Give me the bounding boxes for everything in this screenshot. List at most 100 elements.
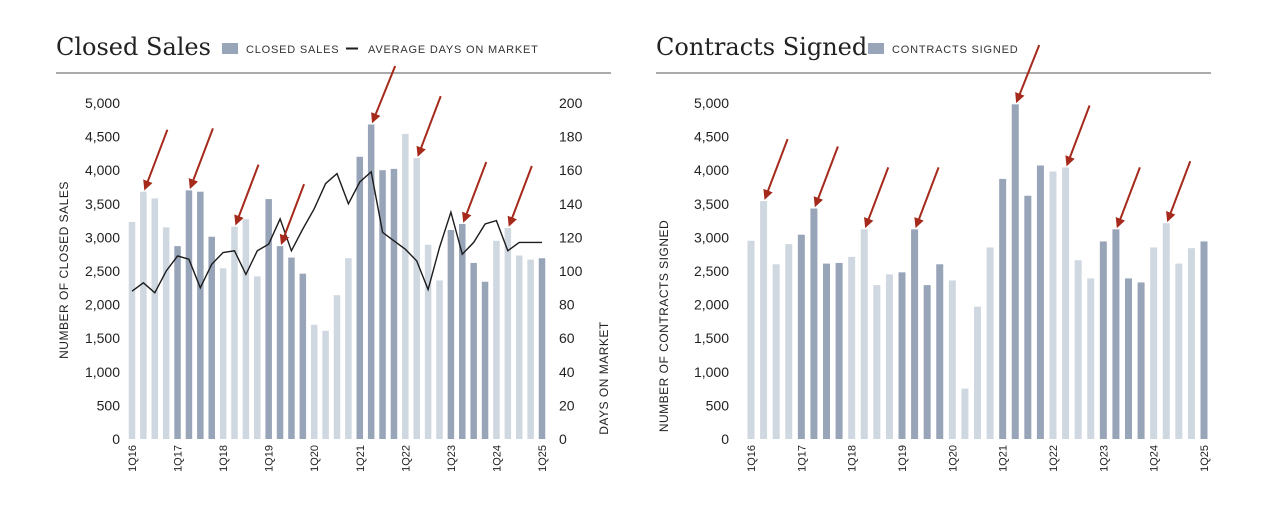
x-tick-label: 1Q25 [1199,445,1211,472]
y-tick-label: 2,500 [694,263,729,279]
annotation-arrow-2Q19 [279,183,305,245]
days-on-market-y-ticks: 0 20 40 60 80 100 120 140 160 180 200 [559,95,583,447]
contracts-signed-bars [747,104,1208,440]
y-tick-label: 3,500 [694,196,729,212]
contracts-signed-y-ticks: 0 500 1,000 1,500 2,000 2,500 3,000 3,500 4,000 4… [694,95,729,447]
bar-2Q22 [413,158,420,439]
bar-2Q18 [231,226,238,439]
bar-4Q19 [936,264,944,439]
annotation-arrow-2Q23 [462,161,488,223]
y-tick-label: 4,000 [694,162,729,178]
bar-2Q16 [140,191,147,439]
bar-2Q19 [276,246,284,439]
y2-tick-label: 0 [559,431,567,447]
bar-3Q23 [1125,278,1132,439]
bar-4Q23 [1137,282,1145,439]
bar-4Q23 [481,281,489,439]
bar-4Q16 [785,244,793,439]
y-tick-label: 3,000 [694,229,729,245]
x-tick-label: 1Q24 [1149,445,1161,472]
annotation-arrow-2Q22 [416,95,442,157]
bar-4Q21 [390,168,398,439]
bar-3Q20 [974,306,981,439]
x-tick-label: 1Q17 [173,445,185,472]
bar-2Q21 [1011,104,1019,440]
x-tick-label: 1Q18 [847,445,859,472]
annotation-arrow-2Q21 [1015,44,1041,104]
bar-4Q19 [299,273,307,439]
y-tick-label: 5,000 [694,95,729,111]
bar-1Q24 [1150,247,1158,439]
legend-swatch-contracts-signed [868,43,884,54]
y-tick-label: 3,000 [85,229,120,245]
legend-label-days-on-market: AVERAGE DAYS ON MARKET [368,44,539,56]
y2-tick-label: 180 [559,129,583,145]
bar-4Q17 [835,262,843,439]
bar-1Q17 [797,234,805,439]
bar-3Q17 [197,191,204,439]
annotation-arrow-2Q18 [234,164,260,226]
bar-3Q21 [1024,195,1032,439]
bar-3Q22 [1074,260,1082,439]
bar-4Q20 [345,258,352,439]
bar-4Q22 [1087,278,1095,439]
x-tick-label: 1Q16 [127,445,139,472]
bar-2Q20 [961,388,969,439]
bar-1Q18 [219,268,227,439]
x-tick-label: 1Q18 [218,445,230,472]
bar-1Q23 [447,230,455,439]
bar-3Q24 [515,255,523,439]
bar-3Q22 [424,244,432,439]
annotation-arrow-2Q19 [914,166,940,229]
x-tick-label: 1Q17 [796,445,808,472]
bar-3Q16 [151,198,159,439]
bar-2Q18 [860,229,868,439]
y-tick-label: 0 [112,431,120,447]
closed-sales-y-ticks: 0 500 1,000 1,500 2,000 2,500 3,000 3,500 4,000 4… [85,95,120,447]
y2-tick-label: 40 [559,364,575,380]
bar-2Q20 [322,330,329,439]
bar-2Q24 [504,227,512,439]
x-tick-label: 1Q24 [491,445,503,472]
bar-2Q21 [367,124,375,439]
legend-label-contracts-signed: CONTRACTS SIGNED [892,44,1018,56]
bar-4Q24 [1187,248,1195,439]
x-tick-label: 1Q23 [446,445,458,472]
bar-1Q16 [747,240,755,439]
bar-4Q18 [885,274,893,439]
x-tick-label: 1Q19 [264,445,276,472]
bar-4Q22 [436,280,443,439]
contracts-signed-title: Contracts Signed [656,33,867,61]
y-tick-label: 1,500 [85,330,120,346]
annotation-arrow-2Q22 [1065,105,1091,167]
bar-2Q23 [1112,229,1120,439]
y-tick-label: 5,000 [85,95,120,111]
y-tick-label: 3,500 [85,196,120,212]
y-tick-label: 2,000 [85,297,120,313]
bar-1Q18 [848,256,856,439]
bar-4Q21 [1036,165,1044,439]
bar-1Q23 [1099,241,1107,439]
bar-1Q21 [356,156,364,439]
y2-tick-label: 20 [559,397,575,413]
days-on-market-y-axis-label: DAYS ON MARKET [597,321,611,435]
bar-4Q24 [527,259,534,439]
bar-1Q21 [999,178,1007,439]
annotation-arrow-2Q24 [507,165,533,227]
y-tick-label: 1,000 [85,364,120,380]
bar-1Q19 [898,272,906,439]
contracts-signed-annotation-arrows [763,44,1192,229]
annotation-arrow-2Q18 [864,166,890,229]
x-tick-label: 1Q21 [355,445,367,472]
closed-sales-annotation-arrows [143,65,533,245]
y2-tick-label: 120 [559,229,583,245]
closed-sales-title: Closed Sales [56,33,211,61]
annotation-arrow-2Q16 [763,138,789,200]
bar-1Q19 [265,199,272,439]
bar-3Q19 [923,285,931,439]
bar-3Q21 [379,170,386,439]
contracts-signed-y-axis-label: NUMBER OF CONTRACTS SIGNED [657,220,671,432]
y-tick-label: 2,000 [694,297,729,313]
bar-2Q17 [185,190,193,439]
